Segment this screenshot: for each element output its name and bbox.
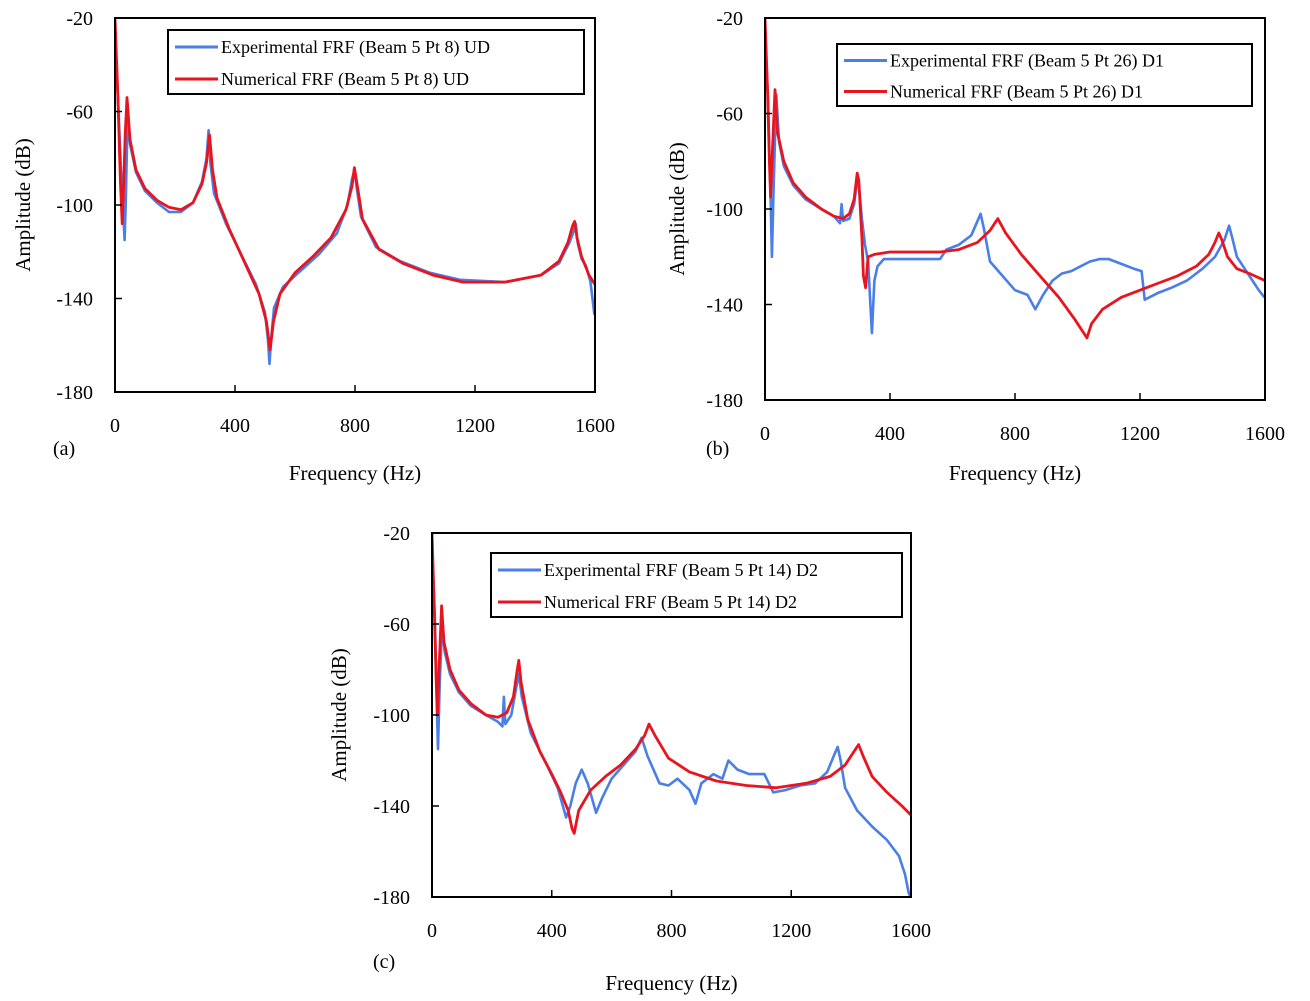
panel-label: (a) — [53, 438, 75, 460]
x-tick-label: 1200 — [1120, 423, 1160, 445]
legend: Experimental FRF (Beam 5 Pt 26) D1 Numeri… — [836, 43, 1253, 107]
x-tick-label: 400 — [875, 423, 905, 445]
panel-label: (b) — [706, 438, 729, 460]
y-tick-label: -180 — [56, 382, 93, 404]
y-tick-label: -100 — [373, 705, 410, 727]
legend: Experimental FRF (Beam 5 Pt 8) UD Numeric… — [167, 29, 585, 95]
legend-entry: Numerical FRF (Beam 5 Pt 26) D1 — [890, 82, 1143, 103]
legend-entry: Experimental FRF (Beam 5 Pt 8) UD — [221, 37, 490, 58]
numerical-frf-line — [432, 533, 911, 835]
y-tick-label: -100 — [706, 199, 743, 221]
x-axis-label: Frequency (Hz) — [605, 971, 737, 995]
x-tick-label: 1200 — [455, 415, 495, 437]
legend-box — [167, 29, 585, 95]
y-tick-label: -180 — [706, 390, 743, 412]
legend: Experimental FRF (Beam 5 Pt 14) D2 Numeri… — [490, 552, 903, 618]
numerical-frf-line — [765, 18, 1265, 340]
x-axis-label: Frequency (Hz) — [289, 461, 421, 485]
legend-entry: Experimental FRF (Beam 5 Pt 26) D1 — [890, 51, 1164, 72]
x-tick-label: 0 — [427, 920, 437, 942]
y-tick-label: -180 — [373, 887, 410, 909]
y-tick-label: -20 — [66, 8, 93, 30]
y-tick-label: -60 — [383, 614, 410, 636]
y-tick-label: -20 — [383, 523, 410, 545]
x-tick-label: 1600 — [575, 415, 615, 437]
y-axis-label: Amplitude (dB) — [327, 648, 351, 782]
x-tick-label: 800 — [657, 920, 687, 942]
legend-box — [490, 552, 903, 618]
x-tick-label: 0 — [760, 423, 770, 445]
x-axis-label: Frequency (Hz) — [949, 461, 1081, 485]
y-tick-label: -100 — [56, 195, 93, 217]
legend-entry: Experimental FRF (Beam 5 Pt 14) D2 — [544, 560, 818, 581]
y-tick-label: -140 — [56, 289, 93, 311]
y-tick-label: -20 — [716, 8, 743, 30]
legend-box — [836, 43, 1253, 107]
y-tick-label: -60 — [716, 104, 743, 126]
x-tick-label: 400 — [537, 920, 567, 942]
x-tick-label: 400 — [220, 415, 250, 437]
x-tick-label: 800 — [340, 415, 370, 437]
legend-entry: Numerical FRF (Beam 5 Pt 14) D2 — [544, 592, 797, 613]
y-axis-label: Amplitude (dB) — [665, 142, 689, 276]
y-tick-label: -60 — [66, 102, 93, 124]
y-axis-label: Amplitude (dB) — [11, 138, 35, 272]
x-tick-label: 1600 — [891, 920, 931, 942]
x-tick-label: 0 — [110, 415, 120, 437]
panel-label: (c) — [373, 951, 395, 973]
x-tick-label: 1600 — [1245, 423, 1285, 445]
x-tick-label: 1200 — [771, 920, 811, 942]
legend-entry: Numerical FRF (Beam 5 Pt 8) UD — [221, 69, 469, 90]
y-tick-label: -140 — [373, 796, 410, 818]
x-tick-label: 800 — [1000, 423, 1030, 445]
chart-panel-b: 0 400 800 1200 1600 -20 -60 -100 -140 -180 Frequen… — [665, 8, 1285, 485]
chart-panel-a: 0 400 800 1200 1600 -20 -60 -100 -140 -180 Frequen… — [11, 8, 615, 485]
numerical-frf-line — [115, 18, 595, 352]
y-tick-label: -140 — [706, 295, 743, 317]
chart-panel-c: 0 400 800 1200 1600 -20 -60 -100 -140 -180 Frequen… — [327, 523, 931, 995]
